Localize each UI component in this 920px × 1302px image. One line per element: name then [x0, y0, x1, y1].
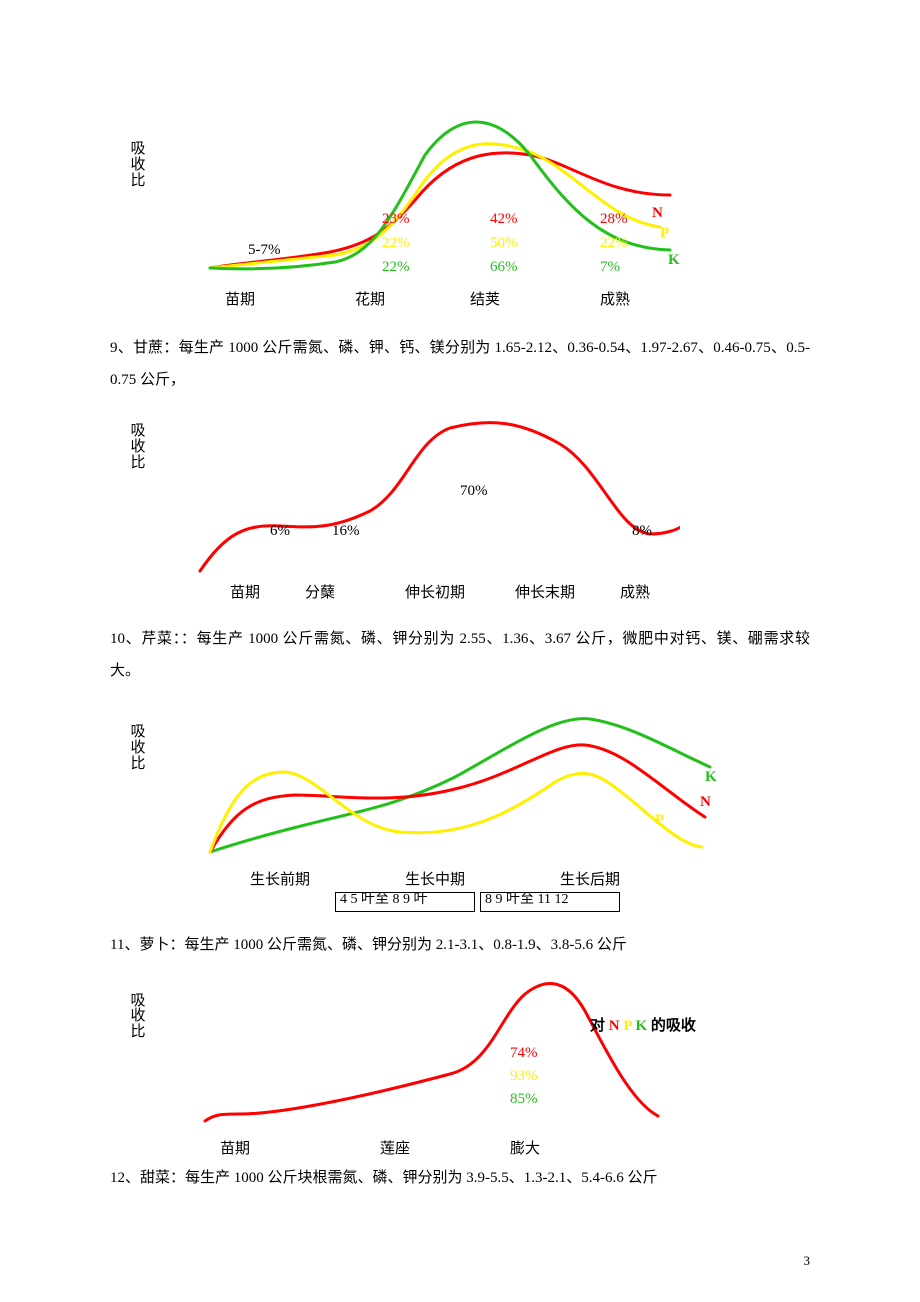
chart-legume-npk: 吸收比 苗期花期结荚成熟 NPK5-7%23%22%22%42%50%66%28… — [130, 100, 810, 315]
chart1-ylabel: 吸收比 — [130, 142, 146, 189]
chart-celery-npk: 吸收比 生长前期生长中期生长后期 4 5 叶至 8 9 叶8 9 叶至 11 1… — [130, 697, 810, 912]
chart2-svg — [160, 406, 680, 596]
chart2-ylabel: 吸收比 — [130, 424, 146, 471]
page-number: 3 — [804, 1248, 811, 1274]
document-page: 吸收比 苗期花期结荚成熟 NPK5-7%23%22%22%42%50%66%28… — [0, 0, 920, 1302]
chart3-ylabel: 吸收比 — [130, 725, 146, 772]
paragraph-12-sugarbeet: 12、甜菜：每生产 1000 公斤块根需氮、磷、钾分别为 3.9-5.5、1.3… — [110, 1163, 810, 1195]
chart-sugarcane: 吸收比 苗期分蘖伸长初期伸长末期成熟 6%16%70%8% — [130, 406, 810, 606]
chart4-svg — [160, 966, 700, 1151]
chart-radish: 吸收比 对 N P K 的吸收 苗期莲座膨大 74%93%85% — [130, 966, 810, 1161]
paragraph-11-radish: 11、萝卜：每生产 1000 公斤需氮、磷、钾分别为 2.1-3.1、0.8-1… — [110, 930, 810, 962]
chart4-legend: 对 N P K 的吸收 — [590, 1011, 696, 1041]
chart4-ylabel: 吸收比 — [130, 994, 146, 1041]
paragraph-10-celery: 10、芹菜：：每生产 1000 公斤需氮、磷、钾分别为 2.55、1.36、3.… — [110, 624, 810, 687]
paragraph-9-sugarcane: 9、甘蔗：每生产 1000 公斤需氮、磷、钾、钙、镁分别为 1.65-2.12、… — [110, 333, 810, 396]
